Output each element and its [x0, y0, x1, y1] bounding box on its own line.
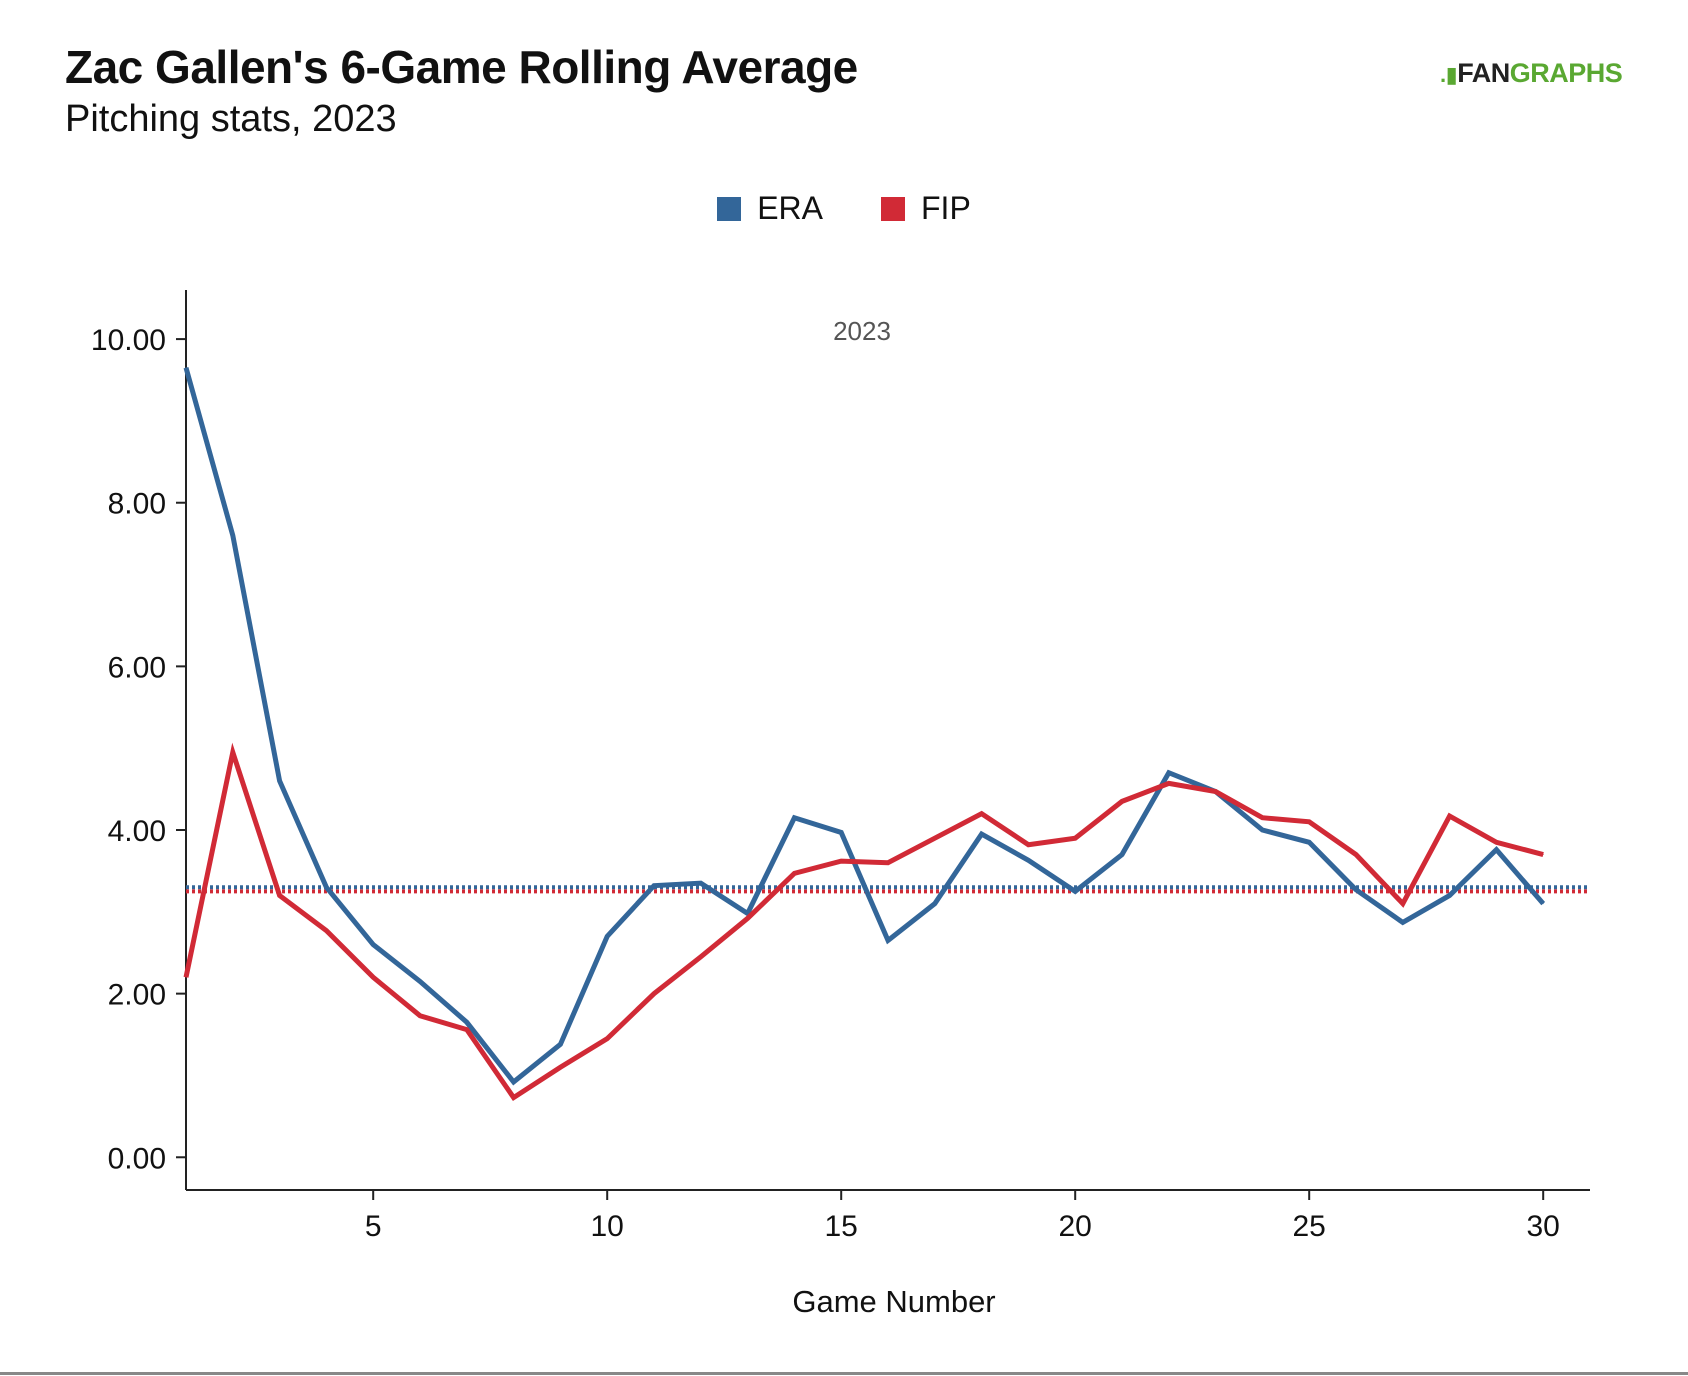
data-point-fip	[1027, 844, 1029, 846]
data-point-fip	[606, 1038, 608, 1040]
panel-label: 2023	[833, 316, 891, 346]
data-point-era	[700, 882, 702, 884]
data-point-fip	[419, 1015, 421, 1017]
data-point-era	[279, 780, 281, 782]
data-point-fip	[559, 1066, 561, 1068]
x-axis-label: Game Number	[792, 1284, 995, 1319]
data-point-fip	[1261, 817, 1263, 819]
data-point-fip	[840, 860, 842, 862]
data-point-fip	[513, 1097, 515, 1099]
data-point-era	[513, 1081, 515, 1083]
data-point-era	[325, 886, 327, 888]
bottom-divider	[0, 1372, 1688, 1375]
y-tick-label: 2.00	[108, 979, 166, 1012]
data-point-era	[653, 885, 655, 887]
chart-title: Zac Gallen's 6-Game Rolling Average	[65, 41, 858, 93]
data-point-fip	[185, 976, 187, 978]
logo-text-graphs: GRAPHS	[1509, 58, 1623, 88]
data-point-era	[981, 833, 983, 835]
series-line-fip	[183, 742, 1544, 1101]
data-point-fip	[372, 976, 374, 978]
data-point-era	[1121, 854, 1123, 856]
data-point-fip	[1495, 841, 1497, 843]
data-point-era	[1308, 841, 1310, 843]
data-point-fip	[793, 872, 795, 874]
data-point-era	[559, 1043, 561, 1045]
data-point-fip	[1121, 800, 1123, 802]
data-point-era	[1355, 889, 1357, 891]
legend-item-fip: FIP	[881, 190, 971, 227]
data-point-fip	[1402, 903, 1404, 905]
data-point-era	[372, 944, 374, 946]
data-point-era	[887, 939, 889, 941]
legend-label-era: ERA	[757, 190, 823, 226]
data-point-fip	[325, 930, 327, 932]
data-point-era	[1402, 921, 1404, 923]
data-point-era	[606, 935, 608, 937]
data-point-era	[840, 831, 842, 833]
y-tick-label: 10.00	[91, 324, 166, 357]
data-point-fip	[1074, 837, 1076, 839]
data-point-fip	[700, 956, 702, 958]
data-point-era	[1449, 894, 1451, 896]
data-point-fip	[1542, 854, 1544, 856]
x-tick-label: 20	[1059, 1210, 1092, 1243]
data-point-fip	[747, 917, 749, 919]
chart-subtitle: Pitching stats, 2023	[65, 98, 397, 140]
y-tick-label: 6.00	[108, 651, 166, 684]
legend-item-era: ERA	[717, 190, 823, 227]
x-tick-label: 10	[591, 1210, 624, 1243]
data-point-era	[1261, 829, 1263, 831]
series-line-era	[183, 367, 1546, 1086]
data-point-era	[466, 1021, 468, 1023]
data-point-fip	[232, 751, 234, 753]
data-point-fip	[1215, 791, 1217, 793]
data-point-era	[793, 817, 795, 819]
logo-text-fan: FAN	[1457, 58, 1510, 88]
y-tick-label: 8.00	[108, 488, 166, 521]
legend-label-fip: FIP	[921, 190, 971, 226]
data-point-fip	[981, 813, 983, 815]
data-point-era	[419, 980, 421, 982]
data-point-fip	[466, 1029, 468, 1031]
data-point-era	[1027, 859, 1029, 861]
y-tick-label: 4.00	[108, 815, 166, 848]
legend-swatch-fip	[881, 196, 905, 221]
data-point-era	[1495, 849, 1497, 851]
data-point-era	[1074, 890, 1076, 892]
data-point-era	[934, 903, 936, 905]
x-tick-label: 15	[825, 1210, 858, 1243]
data-point-era	[232, 534, 234, 536]
data-point-fip	[1308, 821, 1310, 823]
data-point-era	[185, 367, 187, 369]
data-point-fip	[1355, 854, 1357, 856]
data-point-era	[1168, 772, 1170, 774]
data-point-fip	[1449, 815, 1451, 817]
fangraphs-mark-icon: .▮	[1440, 62, 1458, 87]
data-point-fip	[887, 862, 889, 864]
data-point-fip	[279, 894, 281, 896]
data-point-era	[747, 912, 749, 914]
data-point-fip	[934, 837, 936, 839]
fangraphs-logo: .▮FANGRAPHS	[1440, 58, 1623, 89]
x-tick-label: 5	[365, 1210, 382, 1243]
data-point-era	[1542, 903, 1544, 905]
x-tick-label: 30	[1527, 1210, 1560, 1243]
data-point-fip	[653, 993, 655, 995]
legend-swatch-era	[717, 196, 742, 221]
x-tick-label: 25	[1293, 1210, 1326, 1243]
chart-legend: ERA FIP	[0, 190, 1688, 227]
data-point-fip	[1168, 782, 1170, 784]
y-tick-label: 0.00	[108, 1142, 166, 1175]
